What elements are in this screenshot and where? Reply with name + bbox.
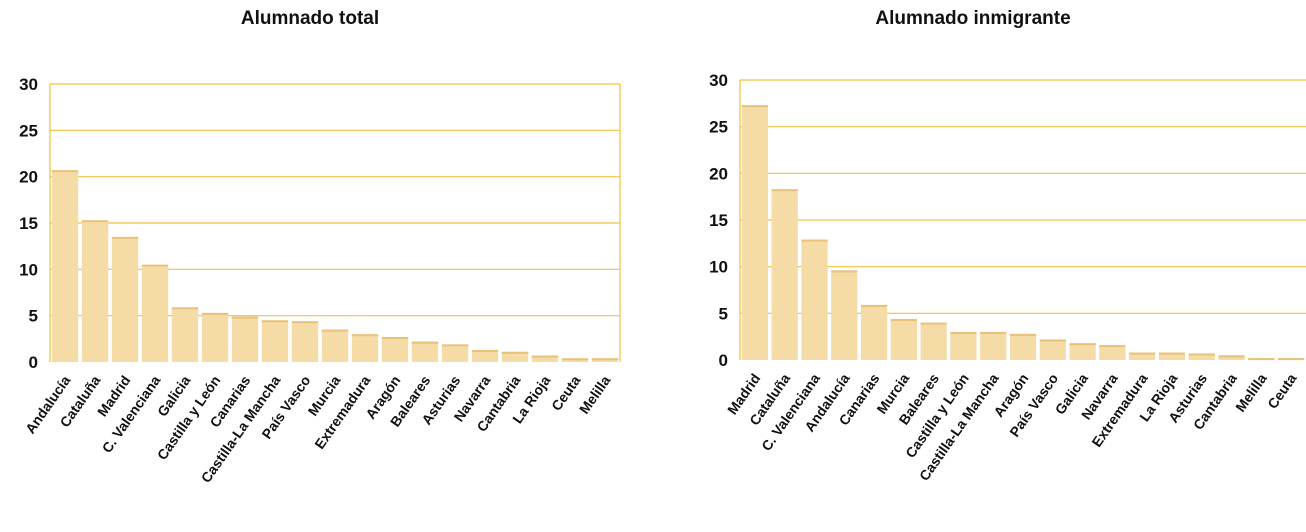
bar	[801, 239, 828, 360]
bar	[920, 322, 947, 360]
bar	[141, 264, 169, 362]
bar	[81, 220, 109, 362]
bar	[1158, 352, 1186, 360]
y-tick-label: 5	[719, 304, 728, 323]
y-tick-label: 30	[709, 71, 728, 90]
bar	[171, 307, 199, 362]
bar-top-edge	[860, 304, 888, 307]
x-category-label: Melilla	[576, 372, 614, 416]
y-tick-label: 5	[29, 307, 38, 326]
bar	[1188, 353, 1215, 360]
bar-top-edge	[831, 270, 858, 273]
y-tick-label: 25	[709, 118, 728, 137]
bar-top-edge	[321, 329, 349, 332]
bar	[501, 351, 529, 362]
bar	[741, 105, 769, 360]
bar	[201, 312, 229, 362]
bar	[1129, 352, 1156, 360]
bar	[261, 320, 289, 362]
bar	[950, 332, 977, 360]
bar-top-edge	[561, 358, 589, 361]
bar	[860, 304, 888, 360]
bar-top-edge	[411, 341, 439, 344]
y-tick-label: 20	[19, 168, 38, 187]
x-category-label: Ceuta	[1264, 370, 1300, 411]
bar	[471, 349, 499, 362]
bar-top-edge	[741, 105, 769, 108]
chart-title: Alumnado total	[240, 8, 380, 29]
bar	[890, 318, 917, 360]
bar-top-edge	[890, 318, 917, 321]
bar-top-edge	[171, 307, 199, 310]
y-tick-label: 30	[19, 75, 38, 94]
bar	[111, 236, 139, 362]
y-tick-label: 25	[19, 121, 38, 140]
bar	[771, 189, 798, 360]
bar-top-edge	[1069, 343, 1096, 346]
bar	[231, 316, 259, 362]
bar	[291, 321, 319, 362]
bar-top-edge	[1129, 352, 1156, 355]
y-tick-label: 20	[709, 164, 728, 183]
bar	[441, 344, 469, 362]
bar-top-edge	[1248, 358, 1275, 361]
bar-top-edge	[441, 344, 469, 347]
bar-top-edge	[1039, 339, 1066, 342]
bar-top-edge	[1158, 352, 1186, 355]
bar	[51, 170, 79, 362]
bar-top-edge	[111, 236, 139, 239]
bar-top-edge	[381, 336, 409, 339]
bar	[1099, 345, 1126, 360]
bar-top-edge	[980, 332, 1007, 334]
bar	[980, 332, 1007, 360]
chart-alumnado-inmigrante: Alumnado inmigrante 0 5 10 15 20 25 30 Madrid Ca…	[653, 0, 1306, 532]
chart-alumnado-total: Alumnado total 0 5 10 15 20 25 30 Andalucía Cata…	[0, 0, 640, 532]
bar	[321, 329, 349, 362]
bar	[351, 334, 379, 362]
bar	[1218, 355, 1245, 360]
y-tick-label: 15	[709, 211, 728, 230]
x-category-label: Melilla	[1232, 370, 1270, 414]
bar-top-edge	[81, 220, 109, 223]
y-tick-label: 0	[29, 353, 38, 372]
bar-top-edge	[591, 358, 619, 361]
bar-top-edge	[1277, 358, 1305, 361]
bar-top-edge	[501, 351, 529, 354]
bar-top-edge	[261, 320, 289, 323]
chart-title: Alumnado inmigrante	[875, 8, 1071, 29]
bar	[1039, 339, 1066, 360]
y-tick-label: 15	[19, 214, 38, 233]
bar-top-edge	[531, 355, 559, 358]
bar-top-edge	[51, 170, 79, 173]
bar-top-edge	[471, 349, 499, 352]
bar-top-edge	[1188, 353, 1215, 356]
bar	[381, 336, 409, 362]
bar-top-edge	[201, 312, 229, 315]
y-tick-label: 0	[719, 351, 728, 370]
bar-top-edge	[1009, 333, 1037, 336]
bar-top-edge	[1099, 345, 1126, 348]
y-tick-label: 10	[19, 260, 38, 279]
bar-top-edge	[801, 239, 828, 242]
bar	[831, 270, 858, 360]
bar	[1009, 333, 1037, 360]
bar-top-edge	[141, 264, 169, 267]
bar	[1069, 343, 1096, 360]
bar-top-edge	[291, 321, 319, 324]
bar-top-edge	[1218, 355, 1245, 358]
bar	[531, 355, 559, 362]
bar	[411, 341, 439, 362]
bar-top-edge	[351, 334, 379, 337]
bar-top-edge	[771, 189, 798, 192]
bar-top-edge	[920, 322, 947, 325]
y-tick-label: 10	[709, 258, 728, 277]
bar-top-edge	[231, 316, 259, 319]
bar-top-edge	[950, 332, 977, 334]
